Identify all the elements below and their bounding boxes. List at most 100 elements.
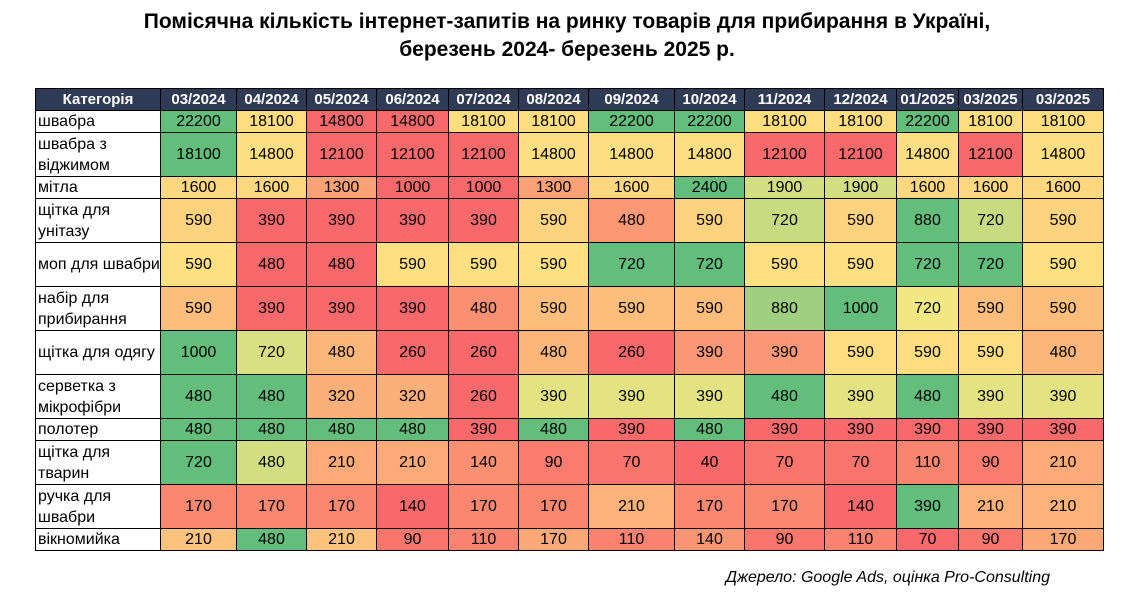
value-cell: 480 bbox=[160, 374, 237, 419]
header-month: 12/2024 bbox=[824, 88, 897, 111]
table-row: набір для прибирання 590 390 390 390 480 590 59… bbox=[35, 286, 1104, 331]
category-cell: мітла bbox=[35, 176, 161, 199]
value-cell: 18100 bbox=[824, 110, 897, 133]
value-cell: 390 bbox=[236, 286, 307, 331]
value-cell: 480 bbox=[306, 242, 377, 287]
value-cell: 70 bbox=[588, 440, 675, 485]
value-cell: 18100 bbox=[518, 110, 589, 133]
value-cell: 140 bbox=[824, 484, 897, 529]
value-cell: 720 bbox=[674, 242, 745, 287]
header-month: 03/2025 bbox=[958, 88, 1023, 111]
value-cell: 170 bbox=[744, 484, 825, 529]
value-cell: 40 bbox=[674, 440, 745, 485]
value-cell: 390 bbox=[824, 418, 897, 441]
value-cell: 210 bbox=[306, 440, 377, 485]
category-cell: щітка для тварин bbox=[35, 440, 161, 485]
header-month: 01/2025 bbox=[896, 88, 959, 111]
category-cell: полотер bbox=[35, 418, 161, 441]
table-row: мітла 1600 1600 1300 1000 1000 1300 1600 2400 190… bbox=[35, 176, 1104, 199]
value-cell: 110 bbox=[588, 528, 675, 551]
value-cell: 390 bbox=[448, 198, 519, 243]
value-cell: 390 bbox=[958, 418, 1023, 441]
value-cell: 590 bbox=[518, 286, 589, 331]
table-row: ручка для швабри 170 170 170 140 170 170 210 170… bbox=[35, 484, 1104, 529]
value-cell: 110 bbox=[448, 528, 519, 551]
value-cell: 90 bbox=[958, 440, 1023, 485]
value-cell: 260 bbox=[376, 330, 449, 375]
value-cell: 720 bbox=[958, 198, 1023, 243]
value-cell: 210 bbox=[588, 484, 675, 529]
value-cell: 14800 bbox=[518, 132, 589, 177]
value-cell: 12100 bbox=[824, 132, 897, 177]
value-cell: 480 bbox=[236, 528, 307, 551]
value-cell: 390 bbox=[824, 374, 897, 419]
value-cell: 1300 bbox=[518, 176, 589, 199]
value-cell: 170 bbox=[160, 484, 237, 529]
value-cell: 14800 bbox=[588, 132, 675, 177]
value-cell: 1600 bbox=[160, 176, 237, 199]
value-cell: 390 bbox=[674, 330, 745, 375]
value-cell: 390 bbox=[518, 374, 589, 419]
value-cell: 480 bbox=[588, 198, 675, 243]
value-cell: 260 bbox=[588, 330, 675, 375]
value-cell: 480 bbox=[160, 418, 237, 441]
value-cell: 14800 bbox=[306, 110, 377, 133]
value-cell: 170 bbox=[674, 484, 745, 529]
header-month: 08/2024 bbox=[518, 88, 589, 111]
value-cell: 590 bbox=[518, 242, 589, 287]
table-row: щітка для тварин 720 480 210 210 140 90 70 40 70 7… bbox=[35, 440, 1104, 485]
value-cell: 720 bbox=[588, 242, 675, 287]
value-cell: 14800 bbox=[236, 132, 307, 177]
value-cell: 260 bbox=[448, 330, 519, 375]
value-cell: 390 bbox=[958, 374, 1023, 419]
value-cell: 590 bbox=[674, 198, 745, 243]
value-cell: 390 bbox=[588, 374, 675, 419]
value-cell: 1600 bbox=[588, 176, 675, 199]
value-cell: 590 bbox=[588, 286, 675, 331]
value-cell: 590 bbox=[160, 242, 237, 287]
value-cell: 480 bbox=[236, 242, 307, 287]
header-month: 11/2024 bbox=[744, 88, 825, 111]
value-cell: 22200 bbox=[896, 110, 959, 133]
value-cell: 590 bbox=[674, 286, 745, 331]
heatmap-table: Категорія 03/2024 04/2024 05/2024 06/2024 07/… bbox=[35, 88, 1104, 551]
value-cell: 210 bbox=[958, 484, 1023, 529]
value-cell: 70 bbox=[744, 440, 825, 485]
category-cell: моп для швабри bbox=[35, 242, 161, 287]
category-cell: швабра bbox=[35, 110, 161, 133]
value-cell: 390 bbox=[1022, 418, 1104, 441]
value-cell: 170 bbox=[518, 484, 589, 529]
value-cell: 12100 bbox=[448, 132, 519, 177]
value-cell: 480 bbox=[896, 374, 959, 419]
value-cell: 260 bbox=[448, 374, 519, 419]
value-cell: 480 bbox=[306, 330, 377, 375]
value-cell: 12100 bbox=[744, 132, 825, 177]
value-cell: 590 bbox=[824, 330, 897, 375]
value-cell: 480 bbox=[236, 418, 307, 441]
header-category: Категорія bbox=[35, 88, 161, 111]
title-line-2: березень 2024- березень 2025 р. bbox=[399, 38, 735, 61]
source-note: Джерело: Google Ads, оцінка Pro-Consulti… bbox=[725, 569, 1050, 586]
header-month: 05/2024 bbox=[306, 88, 377, 111]
table-row: вікномийка 210 480 210 90 110 170 110 140 90 110 70… bbox=[35, 528, 1104, 551]
value-cell: 90 bbox=[376, 528, 449, 551]
value-cell: 320 bbox=[376, 374, 449, 419]
value-cell: 390 bbox=[1022, 374, 1104, 419]
value-cell: 480 bbox=[448, 286, 519, 331]
value-cell: 590 bbox=[160, 198, 237, 243]
value-cell: 18100 bbox=[236, 110, 307, 133]
value-cell: 210 bbox=[1022, 440, 1104, 485]
value-cell: 480 bbox=[674, 418, 745, 441]
value-cell: 590 bbox=[1022, 242, 1104, 287]
value-cell: 170 bbox=[518, 528, 589, 551]
value-cell: 1300 bbox=[306, 176, 377, 199]
value-cell: 210 bbox=[376, 440, 449, 485]
value-cell: 210 bbox=[1022, 484, 1104, 529]
category-cell: ручка для швабри bbox=[35, 484, 161, 529]
header-month: 03/2025 bbox=[1022, 88, 1104, 111]
value-cell: 1000 bbox=[160, 330, 237, 375]
value-cell: 18100 bbox=[1022, 110, 1104, 133]
value-cell: 590 bbox=[160, 286, 237, 331]
value-cell: 90 bbox=[744, 528, 825, 551]
value-cell: 70 bbox=[896, 528, 959, 551]
